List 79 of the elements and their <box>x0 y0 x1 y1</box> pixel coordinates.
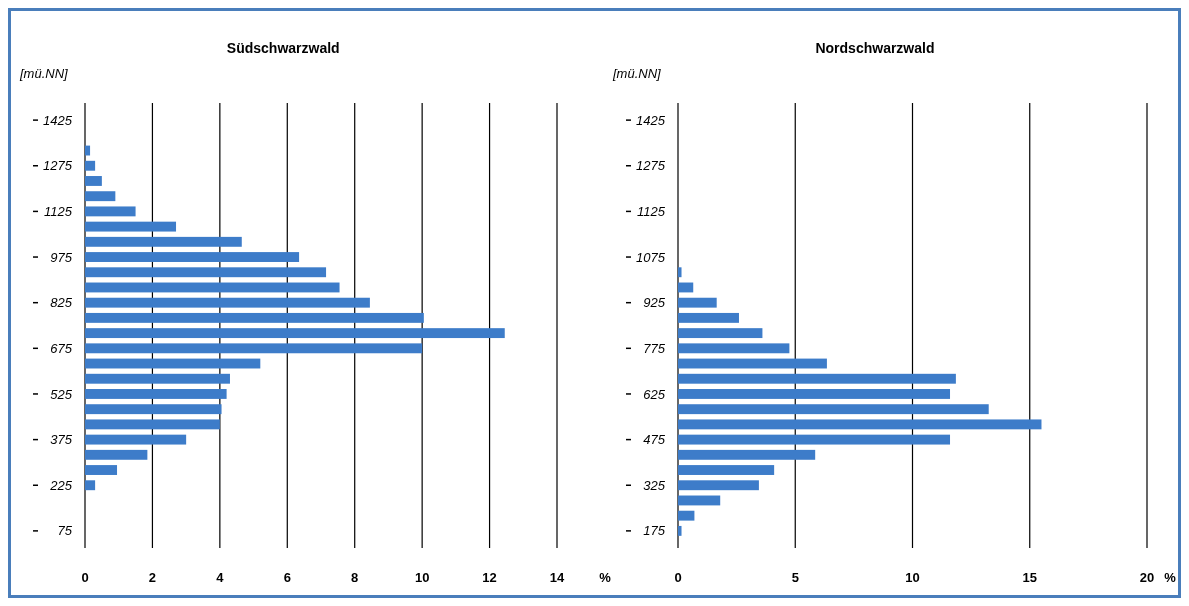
bar <box>85 221 177 232</box>
x-axis-title: % <box>1164 570 1177 585</box>
x-tick-label: 4 <box>216 570 225 585</box>
bar <box>85 449 148 460</box>
y-tick-label: 225 <box>49 477 73 493</box>
y-tick-label: 925 <box>643 295 666 311</box>
y-tick-label: 375 <box>50 432 73 448</box>
y-tick-label: 175 <box>643 523 666 539</box>
x-tick-label: 6 <box>283 570 291 585</box>
x-tick-label: 14 <box>549 570 565 585</box>
bar <box>85 282 340 293</box>
bar <box>678 525 682 536</box>
y-tick-label: 625 <box>643 386 666 402</box>
bar <box>85 206 136 217</box>
chart-title: Nordschwarzwald <box>815 40 935 56</box>
bar <box>678 465 775 475</box>
bar <box>85 312 424 323</box>
y-tick-label: 475 <box>643 432 666 448</box>
chart-title: Südschwarzwald <box>226 40 340 56</box>
bar <box>85 373 230 384</box>
y-axis-title: [mü.NN] <box>19 66 69 81</box>
bar <box>85 297 370 308</box>
bar <box>678 343 790 354</box>
bar <box>85 328 505 339</box>
y-tick-label: 525 <box>50 386 73 402</box>
y-axis-title: [mü.NN] <box>612 66 662 81</box>
bar <box>678 389 951 399</box>
bar <box>85 358 261 369</box>
bar <box>85 252 300 262</box>
bar <box>678 434 951 445</box>
y-tick-label: 1075 <box>636 249 666 265</box>
y-tick-label: 1425 <box>636 112 666 128</box>
x-tick-label: 15 <box>1022 570 1037 585</box>
bar <box>85 267 327 278</box>
bar <box>85 145 91 156</box>
bar <box>85 236 242 247</box>
y-tick-label: 1275 <box>43 158 73 174</box>
x-tick-label: 10 <box>414 570 430 585</box>
bar <box>85 465 118 475</box>
x-tick-label: 12 <box>482 570 497 585</box>
y-tick-label: 325 <box>643 477 666 493</box>
y-tick-label: 1275 <box>636 158 666 174</box>
bar <box>85 191 116 202</box>
bar <box>85 176 102 186</box>
bar <box>678 373 956 384</box>
bar <box>85 160 96 171</box>
x-tick-label: 8 <box>351 570 359 585</box>
bar <box>678 297 717 308</box>
y-tick-label: 675 <box>50 340 73 356</box>
x-axis-title: % <box>599 570 612 585</box>
y-tick-label: 1125 <box>44 203 73 219</box>
bar <box>678 480 759 491</box>
bar <box>85 480 96 491</box>
x-tick-label: 5 <box>791 570 799 585</box>
y-tick-label: 1125 <box>637 203 666 219</box>
bar <box>678 358 827 369</box>
bar <box>678 404 989 415</box>
y-tick-label: 775 <box>643 340 666 356</box>
y-tick-label: 825 <box>50 295 73 311</box>
bar <box>85 343 423 354</box>
bar <box>678 312 739 323</box>
y-tick-label: 75 <box>57 523 73 539</box>
bar <box>678 449 816 460</box>
bar <box>678 495 721 506</box>
x-tick-label: 0 <box>674 570 682 585</box>
x-tick-label: 10 <box>905 570 920 585</box>
bar <box>85 389 227 399</box>
bar <box>678 267 682 278</box>
x-tick-label: 20 <box>1139 570 1155 585</box>
bar <box>85 434 187 445</box>
bar <box>678 510 695 521</box>
x-tick-label: 0 <box>81 570 89 585</box>
y-tick-label: 975 <box>50 249 73 265</box>
y-tick-label: 1425 <box>43 112 73 128</box>
bar <box>85 419 220 430</box>
x-tick-label: 2 <box>148 570 157 585</box>
bar <box>678 419 1042 430</box>
bar <box>678 328 763 339</box>
bar <box>85 404 222 415</box>
